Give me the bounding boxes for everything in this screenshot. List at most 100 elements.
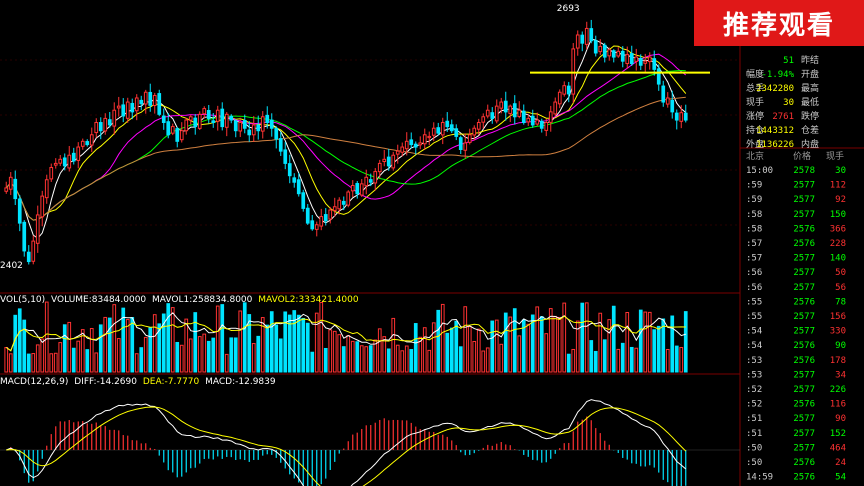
candle [607,47,612,61]
candle-body [620,50,625,62]
candle-body [490,112,495,119]
candle-body [152,95,157,106]
ma10-line [5,45,687,221]
candle-body [323,214,328,222]
volume-bars [4,301,688,373]
candle-body [310,220,315,230]
candle [148,83,153,112]
candle [350,180,355,198]
quote-row-label2: 最高 [801,82,819,94]
candle [98,117,103,140]
candle [625,46,630,69]
candle-body [386,156,391,167]
candle [539,118,544,133]
volume-bar [211,337,216,373]
candle [58,154,63,167]
candle-body [557,91,562,105]
candle-body [125,101,130,119]
volume-bar [368,345,373,373]
candle [521,104,526,125]
volume-bar [350,340,355,373]
candle [355,181,360,199]
tick-price: 2576 [793,473,815,483]
tick-price: 2576 [793,297,815,307]
candle-body [67,154,72,169]
tick-price: 2577 [793,370,815,380]
tick-volume: 116 [830,400,846,410]
tick-time: :59 [746,195,762,205]
candle-body [526,117,531,123]
candle [220,102,225,131]
volume-bar [391,317,396,373]
candle [652,50,657,76]
candle-body [8,176,13,190]
candle-body [112,109,117,127]
candle [422,128,427,151]
candle-body [634,56,639,62]
candle-body [269,119,274,129]
recommend-badge[interactable]: 推荐观看 [694,0,864,46]
volume-bar [143,336,148,373]
tick-price: 2577 [793,414,815,424]
candle [8,172,13,195]
candle [328,206,333,224]
quote-row-label2: 最低 [801,96,819,108]
candle-body [350,184,355,192]
volume-bar [553,315,558,373]
candle [31,235,36,265]
quote-row-value: -1.94% [761,70,794,80]
tick-list: 15:00 2578 30:59 2577 112:59 2577 92:58 2577 150… [746,166,846,483]
candle-body [436,127,441,134]
volume-bar [616,348,621,373]
candle-body [521,110,526,124]
candle-body [422,134,427,145]
volume-bar [283,311,288,373]
candle-body [103,117,108,132]
candle [310,215,315,231]
candle [616,47,621,58]
candle-body [674,112,679,121]
volume-bar [44,301,49,373]
volume-bar [85,349,90,373]
tick-volume: 152 [830,429,846,439]
volume-bar [188,338,193,373]
tick-volume: 54 [835,473,846,483]
candle [103,113,108,135]
candle-body [31,240,36,262]
tick-volume: 78 [835,297,846,307]
candle [121,98,126,123]
candle [283,141,288,170]
candle-body [58,158,63,164]
volume-bar [413,323,418,373]
candle [359,179,364,197]
candle [620,46,625,68]
volume-bar [260,317,265,373]
candle [602,42,607,63]
volume-bar [121,307,126,373]
candle-body [319,216,324,227]
candle-body [193,117,198,128]
candle [85,139,90,147]
tick-row: :56 2577 50 [746,268,846,278]
volume-bar [175,341,180,373]
candle-body [683,112,688,121]
candle [175,126,180,148]
candle [458,135,463,155]
volume-bar [296,314,301,373]
volume-bar [575,320,580,373]
volume-bar [206,340,211,373]
quote-row-value: 30 [783,98,794,108]
candle [305,204,310,225]
volume-bar [58,342,63,373]
candle [247,121,252,142]
volume-bar [580,302,585,373]
volume-bar [71,347,76,373]
tick-row: :59 2577 112 [746,181,846,191]
candle [89,127,94,152]
candle [341,196,346,211]
candle-body [292,177,297,183]
candle-body [13,178,18,200]
volume-bar [454,320,459,373]
